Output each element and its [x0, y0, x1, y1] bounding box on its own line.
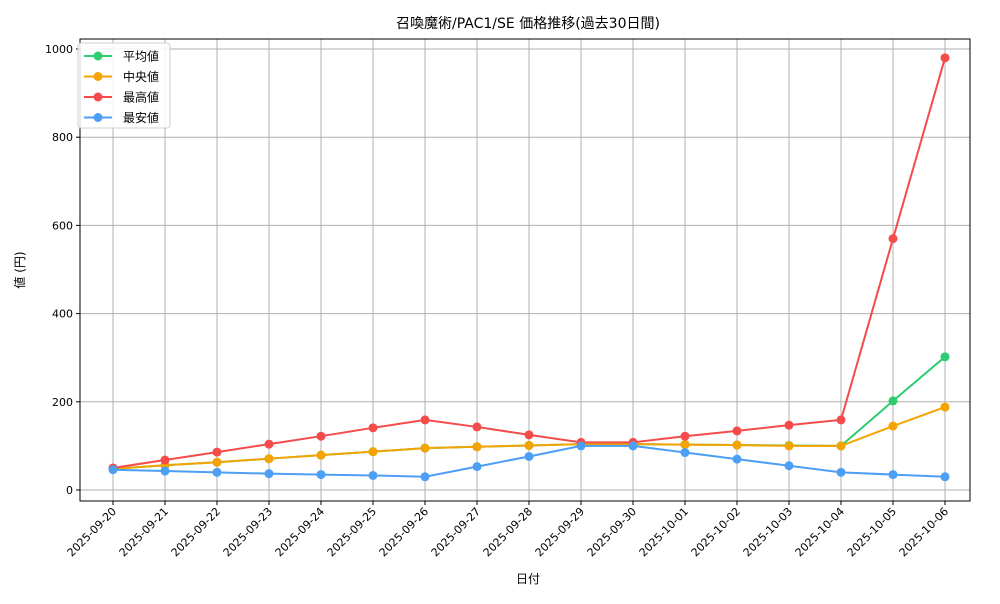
series-3 [108, 441, 950, 482]
legend-label: 最高値 [123, 90, 159, 105]
data-point[interactable] [472, 442, 482, 452]
data-point[interactable] [888, 234, 898, 244]
data-point[interactable] [420, 415, 430, 425]
y-axis-ticks: 0 200 400 600 800 1000 [45, 43, 80, 497]
data-point[interactable] [680, 448, 690, 458]
x-tick-label: 2025-10-01 [637, 505, 691, 559]
data-point[interactable] [940, 402, 950, 412]
data-point[interactable] [264, 439, 274, 449]
y-tick-label: 1000 [45, 43, 73, 56]
legend-marker-icon [93, 92, 103, 102]
data-point[interactable] [212, 467, 222, 477]
x-tick-label: 2025-09-29 [533, 505, 587, 559]
legend-item: 最安値 [84, 110, 159, 125]
data-point[interactable] [524, 430, 534, 440]
x-tick-label: 2025-09-22 [169, 505, 223, 559]
data-point[interactable] [732, 426, 742, 436]
data-point[interactable] [368, 447, 378, 457]
data-point[interactable] [160, 466, 170, 476]
data-point[interactable] [316, 431, 326, 441]
data-point[interactable] [784, 461, 794, 471]
x-axis-label: 日付 [516, 572, 540, 586]
data-point[interactable] [888, 470, 898, 480]
legend-item: 平均値 [84, 49, 159, 64]
legend-item: 最高値 [84, 90, 159, 105]
legend-label: 最安値 [123, 110, 159, 125]
x-tick-label: 2025-10-02 [689, 505, 743, 559]
x-tick-label: 2025-09-21 [117, 505, 171, 559]
data-point[interactable] [212, 447, 222, 457]
data-point[interactable] [576, 441, 586, 451]
data-point[interactable] [888, 421, 898, 431]
data-point[interactable] [212, 457, 222, 467]
data-point[interactable] [368, 423, 378, 433]
data-point[interactable] [680, 431, 690, 441]
x-tick-label: 2025-09-27 [429, 505, 483, 559]
x-tick-label: 2025-10-04 [793, 505, 847, 559]
data-point[interactable] [264, 469, 274, 479]
data-point[interactable] [420, 472, 430, 482]
x-tick-label: 2025-10-05 [845, 505, 899, 559]
data-point[interactable] [940, 352, 950, 362]
data-point[interactable] [680, 440, 690, 450]
y-tick-label: 800 [52, 131, 73, 144]
data-point[interactable] [108, 465, 118, 475]
data-point[interactable] [472, 422, 482, 432]
data-point[interactable] [836, 415, 846, 425]
data-point[interactable] [732, 454, 742, 464]
data-point[interactable] [784, 441, 794, 451]
y-tick-label: 600 [52, 219, 73, 232]
data-point[interactable] [420, 443, 430, 453]
legend-marker-icon [93, 51, 103, 61]
y-axis-label: 値 (円) [12, 251, 27, 288]
y-tick-label: 400 [52, 308, 73, 321]
chart-title: 召喚魔術/PAC1/SE 価格推移(過去30日間) [396, 16, 660, 32]
legend-item: 中央値 [84, 69, 159, 84]
data-point[interactable] [940, 53, 950, 63]
x-tick-label: 2025-09-24 [273, 505, 327, 559]
x-tick-label: 2025-09-25 [325, 505, 379, 559]
x-tick-label: 2025-09-20 [65, 505, 119, 559]
series-layer [108, 53, 950, 482]
data-point[interactable] [368, 470, 378, 480]
data-point[interactable] [836, 441, 846, 451]
data-point[interactable] [836, 467, 846, 477]
data-point[interactable] [160, 455, 170, 465]
data-point[interactable] [940, 472, 950, 482]
legend-marker-icon [93, 72, 103, 81]
data-point[interactable] [524, 451, 534, 461]
y-tick-label: 200 [52, 396, 73, 409]
legend-label: 中央値 [123, 69, 159, 84]
y-tick-label: 0 [66, 484, 73, 497]
data-point[interactable] [316, 450, 326, 460]
x-tick-label: 2025-09-30 [585, 505, 639, 559]
data-point[interactable] [472, 462, 482, 472]
x-axis-ticks: 2025-09-202025-09-212025-09-222025-09-23… [65, 501, 951, 559]
data-point[interactable] [628, 441, 638, 451]
x-tick-label: 2025-10-03 [741, 505, 795, 559]
data-point[interactable] [316, 470, 326, 480]
data-point[interactable] [784, 420, 794, 430]
legend-marker-icon [93, 113, 103, 122]
plot-frame [79, 38, 971, 502]
grid-lines [80, 39, 970, 501]
data-point[interactable] [888, 396, 898, 406]
data-point[interactable] [732, 440, 742, 450]
data-point[interactable] [524, 440, 534, 450]
x-tick-label: 2025-09-23 [221, 505, 275, 559]
legend-label: 平均値 [123, 49, 159, 64]
data-point[interactable] [264, 454, 274, 464]
x-tick-label: 2025-09-28 [481, 505, 535, 559]
x-tick-label: 2025-10-06 [897, 505, 951, 559]
x-tick-label: 2025-09-26 [377, 505, 431, 559]
legend-box [77, 42, 171, 129]
